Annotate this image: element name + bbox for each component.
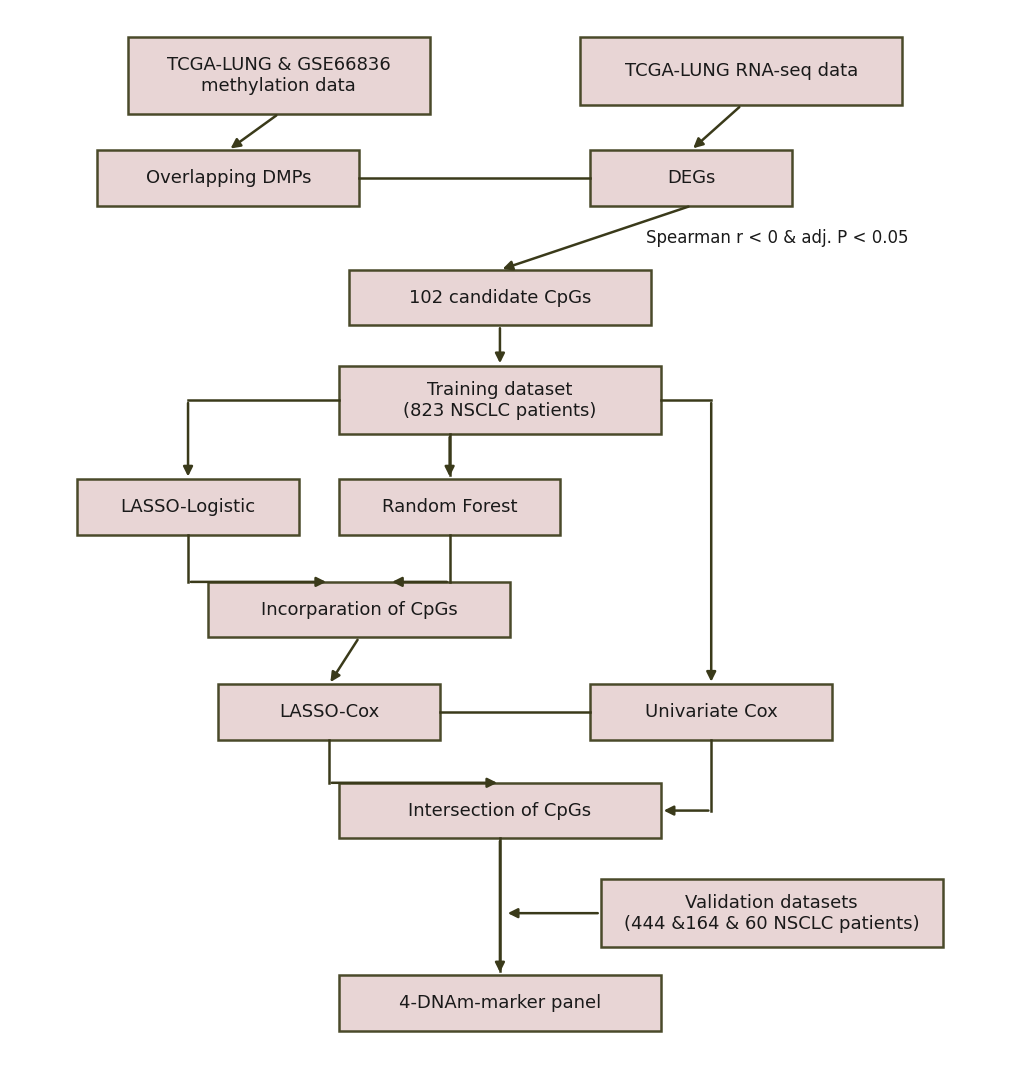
Text: DEGs: DEGs: [666, 169, 714, 187]
Text: 4-DNAm-marker panel: 4-DNAm-marker panel: [398, 993, 600, 1012]
Text: Overlapping DMPs: Overlapping DMPs: [146, 169, 311, 187]
Text: Intersection of CpGs: Intersection of CpGs: [408, 801, 591, 819]
Text: LASSO-Cox: LASSO-Cox: [278, 703, 379, 722]
FancyBboxPatch shape: [127, 37, 429, 114]
FancyBboxPatch shape: [600, 879, 942, 947]
FancyBboxPatch shape: [348, 270, 650, 325]
Text: TCGA-LUNG & GSE66836
methylation data: TCGA-LUNG & GSE66836 methylation data: [166, 56, 390, 95]
Text: Training dataset
(823 NSCLC patients): Training dataset (823 NSCLC patients): [403, 381, 596, 420]
Text: Validation datasets
(444 &164 & 60 NSCLC patients): Validation datasets (444 &164 & 60 NSCLC…: [624, 894, 918, 932]
FancyBboxPatch shape: [338, 783, 660, 839]
FancyBboxPatch shape: [208, 582, 510, 638]
FancyBboxPatch shape: [77, 479, 299, 535]
FancyBboxPatch shape: [580, 37, 902, 105]
FancyBboxPatch shape: [98, 150, 359, 206]
Text: Random Forest: Random Forest: [381, 498, 517, 517]
FancyBboxPatch shape: [590, 150, 791, 206]
FancyBboxPatch shape: [338, 479, 559, 535]
FancyBboxPatch shape: [338, 366, 660, 434]
Text: Univariate Cox: Univariate Cox: [644, 703, 776, 722]
Text: TCGA-LUNG RNA-seq data: TCGA-LUNG RNA-seq data: [625, 62, 857, 81]
Text: 102 candidate CpGs: 102 candidate CpGs: [409, 289, 591, 306]
Text: Spearman r < 0 & adj. P < 0.05: Spearman r < 0 & adj. P < 0.05: [645, 229, 908, 247]
FancyBboxPatch shape: [218, 684, 439, 740]
FancyBboxPatch shape: [338, 975, 660, 1031]
FancyBboxPatch shape: [590, 684, 832, 740]
Text: LASSO-Logistic: LASSO-Logistic: [120, 498, 256, 517]
Text: Incorparation of CpGs: Incorparation of CpGs: [261, 600, 457, 619]
